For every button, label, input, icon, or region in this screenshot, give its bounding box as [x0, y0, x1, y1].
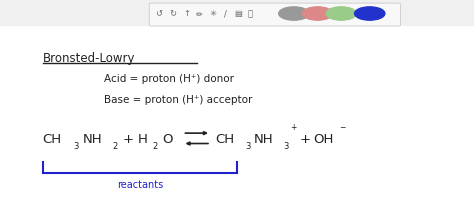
- Text: Bronsted-Lowry: Bronsted-Lowry: [43, 52, 135, 65]
- Text: Base = proton (H⁺) acceptor: Base = proton (H⁺) acceptor: [104, 95, 253, 105]
- Text: ↑: ↑: [183, 9, 190, 18]
- Text: 2: 2: [112, 142, 118, 151]
- Circle shape: [279, 7, 309, 20]
- Text: ✳: ✳: [210, 9, 216, 18]
- Text: +: +: [291, 123, 297, 132]
- Text: O: O: [162, 133, 173, 146]
- Text: ↺: ↺: [155, 9, 162, 18]
- Text: +: +: [300, 133, 310, 146]
- Text: H: H: [137, 133, 147, 146]
- Text: 🖼: 🖼: [248, 9, 253, 18]
- Text: CH: CH: [216, 133, 235, 146]
- Bar: [0, 0, 474, 25]
- Circle shape: [302, 7, 333, 20]
- Circle shape: [355, 7, 385, 20]
- Text: CH: CH: [43, 133, 62, 146]
- Text: 3: 3: [73, 142, 79, 151]
- Text: NH: NH: [254, 133, 273, 146]
- Circle shape: [326, 7, 356, 20]
- Text: 2: 2: [153, 142, 158, 151]
- Text: /: /: [224, 9, 227, 18]
- Text: NH: NH: [83, 133, 102, 146]
- Text: −: −: [339, 123, 345, 132]
- Text: 3: 3: [283, 142, 288, 151]
- Text: ✏: ✏: [196, 9, 203, 18]
- Text: ↻: ↻: [170, 9, 176, 18]
- Text: Acid = proton (H⁺) donor: Acid = proton (H⁺) donor: [104, 74, 234, 84]
- Text: ▤: ▤: [234, 9, 242, 18]
- FancyBboxPatch shape: [149, 3, 401, 26]
- Text: 3: 3: [246, 142, 251, 151]
- Text: +: +: [122, 133, 133, 146]
- Text: reactants: reactants: [117, 180, 163, 190]
- Text: OH: OH: [313, 133, 333, 146]
